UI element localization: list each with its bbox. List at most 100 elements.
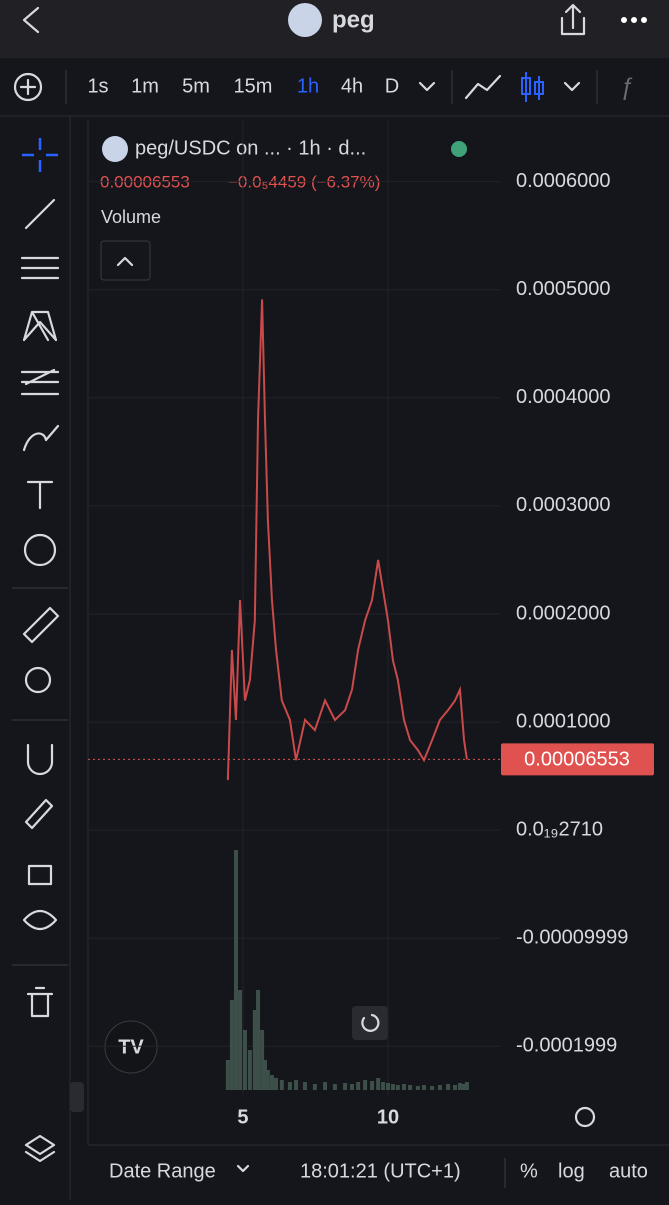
volume-bar xyxy=(260,1030,265,1090)
interval[interactable]: 15m xyxy=(234,75,273,97)
interval[interactable]: D xyxy=(385,75,399,97)
volume-bar xyxy=(303,1082,308,1090)
volume-bar xyxy=(247,1050,252,1090)
volume-bar xyxy=(287,1082,292,1090)
reset-icon xyxy=(361,1013,380,1032)
last-price-box xyxy=(501,743,654,776)
volume-bar xyxy=(401,1084,406,1090)
volume-bar xyxy=(323,1082,328,1090)
volume-bar xyxy=(430,1086,435,1090)
volume-bar xyxy=(462,1084,467,1090)
volume-bar xyxy=(453,1085,458,1090)
chevron-up xyxy=(116,256,134,267)
interval[interactable]: 5m xyxy=(182,75,210,97)
candle-chart-type[interactable] xyxy=(521,72,544,102)
price-line xyxy=(226,299,468,781)
tool-visibility[interactable] xyxy=(22,909,58,931)
tool-cross[interactable] xyxy=(22,138,58,172)
tool-ruler[interactable] xyxy=(22,606,60,644)
volume-bar xyxy=(390,1084,395,1090)
add-indicator[interactable] xyxy=(13,72,43,102)
interval[interactable]: 1m xyxy=(131,75,159,97)
volume-bar xyxy=(238,990,243,1090)
top-bar xyxy=(0,0,669,58)
title: peg xyxy=(332,6,375,33)
interval[interactable]: 1h xyxy=(297,75,319,97)
x-tick-label: 5 xyxy=(237,1106,248,1128)
tool-unlock[interactable] xyxy=(27,864,53,886)
tool-fib[interactable] xyxy=(20,256,60,280)
legend-avatar xyxy=(102,136,128,162)
tool-projection[interactable] xyxy=(20,368,60,396)
volume-bar xyxy=(370,1081,375,1090)
interval[interactable]: 4h xyxy=(341,75,363,97)
volume-bar xyxy=(242,1030,247,1090)
collapse-toolbar[interactable] xyxy=(70,1082,84,1112)
date-range[interactable]: Date Range xyxy=(109,1160,216,1182)
y-tick-label: -0.00009999 xyxy=(516,927,628,949)
volume-bar xyxy=(274,1078,279,1090)
share-button[interactable] xyxy=(560,3,586,36)
volume-bar xyxy=(381,1082,386,1090)
volume-bar xyxy=(252,1010,257,1090)
tool-text[interactable] xyxy=(26,480,54,510)
token-avatar xyxy=(288,3,322,37)
back-button[interactable] xyxy=(22,6,40,34)
tool-lock-drawing[interactable] xyxy=(24,798,54,830)
reset-chart[interactable] xyxy=(352,1006,388,1040)
auto-toggle[interactable]: auto xyxy=(609,1160,648,1182)
layers-button[interactable] xyxy=(24,1134,56,1163)
indicators-icon[interactable]: ƒ xyxy=(620,73,633,100)
y-tick-label: 0.0002000 xyxy=(516,602,611,624)
interval-dropdown[interactable] xyxy=(418,81,436,92)
log-toggle[interactable]: log xyxy=(558,1160,585,1182)
chart-type-dropdown[interactable] xyxy=(563,81,581,92)
interval[interactable]: 1s xyxy=(87,75,108,97)
date-range-dropdown[interactable] xyxy=(236,1164,250,1173)
volume-bar xyxy=(294,1080,299,1090)
volume-bar xyxy=(395,1085,400,1090)
tool-brush[interactable] xyxy=(22,424,60,452)
tool-pattern[interactable] xyxy=(22,310,58,342)
y-tick-label: 0.0₁₉2710 xyxy=(516,818,603,840)
tool-delete[interactable] xyxy=(26,986,54,1018)
volume-bar xyxy=(262,1060,267,1090)
last-price-label: 0.00006553 xyxy=(524,749,630,771)
tool-trendline[interactable] xyxy=(24,198,56,230)
clock: 18:01:21 (UTC+1) xyxy=(300,1160,461,1182)
y-tick-label: 0.0003000 xyxy=(516,494,611,516)
y-tick-label: 0.0001000 xyxy=(516,710,611,732)
y-tick-label: 0.0005000 xyxy=(516,278,611,300)
volume-bar xyxy=(363,1080,368,1090)
volume-bar xyxy=(343,1083,348,1090)
y-tick-label: -0.0001999 xyxy=(516,1035,617,1057)
volume-bar xyxy=(279,1080,284,1090)
volume-bar xyxy=(464,1082,469,1090)
volume-label: Volume xyxy=(101,207,161,227)
volume-bar xyxy=(415,1086,420,1090)
settings-button[interactable] xyxy=(574,1106,596,1128)
x-tick-label: 10 xyxy=(377,1106,399,1128)
volume-bar xyxy=(229,1000,234,1090)
tv-logo[interactable] xyxy=(104,1020,158,1074)
add-icon xyxy=(19,78,37,96)
more-button[interactable] xyxy=(621,17,647,23)
volume-bar xyxy=(376,1078,381,1090)
legend-symbol: peg/USDC on ... · 1h · d... xyxy=(135,137,366,159)
tool-magnet[interactable] xyxy=(26,743,54,776)
volume-bar xyxy=(437,1085,442,1090)
line-chart-type[interactable] xyxy=(464,74,502,100)
percent-toggle[interactable]: % xyxy=(520,1160,538,1182)
y-tick-label: 0.0004000 xyxy=(516,386,611,408)
volume-bar xyxy=(256,990,261,1090)
volume-bar xyxy=(446,1084,451,1090)
collapse-legend[interactable] xyxy=(100,240,151,281)
volume-bar xyxy=(225,1060,230,1090)
volume-bar xyxy=(265,1070,270,1090)
tool-zoom[interactable] xyxy=(24,666,52,694)
volume-bar xyxy=(233,850,238,1090)
tool-emoji[interactable] xyxy=(23,533,57,567)
volume-bar xyxy=(408,1085,413,1090)
